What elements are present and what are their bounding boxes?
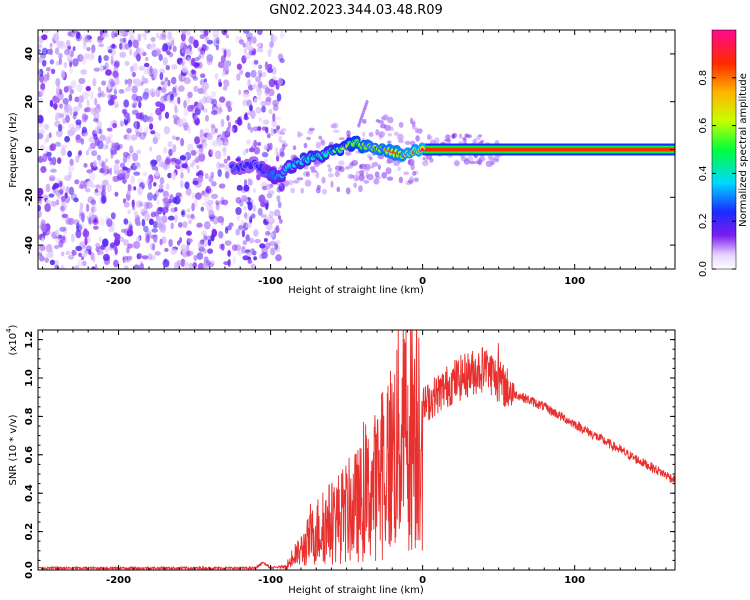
spectrogram-x-axis: -200 -100 0 100 (42, 30, 667, 287)
colorbar-ticks: 0.0 0.2 0.4 0.6 0.8 (698, 70, 736, 277)
snr-y-tick-label: 1.0 (24, 369, 35, 387)
snr-x-tick-label: 0 (419, 575, 426, 586)
spectrogram-y-tick-label: 40 (24, 47, 35, 61)
colorbar-tick-label: 0.8 (698, 70, 709, 86)
spectrogram-y-axis: -40 -20 0 20 40 (24, 47, 675, 254)
spectrogram-x-tick-label: 0 (419, 276, 426, 287)
snr-y-tick-label: 0.8 (24, 408, 35, 426)
spectrogram-y-tick-label: -40 (24, 236, 35, 254)
spectrogram-x-label: Height of straight line (km) (288, 285, 424, 296)
spectrogram-y-tick-label: -20 (24, 188, 35, 206)
spectrogram-y-label: Frequency (Hz) (8, 112, 19, 188)
snr-line (38, 330, 675, 570)
snr-x-tick-label: -100 (258, 575, 283, 586)
colorbar-tick-label: 0.4 (698, 165, 709, 181)
snr-y-tick-label: 1.2 (24, 331, 35, 349)
spectrogram-x-tick-label: -200 (106, 276, 131, 287)
svg-text:(x104): (x104) (5, 324, 19, 355)
snr-y-scale-exp: 4 (5, 328, 13, 333)
snr-x-tick-label: 100 (564, 575, 585, 586)
snr-y-tick-label: 0.4 (24, 484, 35, 502)
snr-y-scale: (x104) (5, 324, 19, 355)
figure-title: GN02.2023.344.03.48.R09 (269, 3, 443, 18)
snr-x-tick-label: -200 (106, 575, 131, 586)
snr-x-label: Height of straight line (km) (288, 585, 424, 596)
snr-y-tick-label: 0.0 (24, 561, 35, 579)
colorbar-tick-label: 0.2 (698, 213, 709, 229)
snr-y-label: SNR (10 * v/v) (8, 414, 19, 485)
colorbar-gradient (711, 29, 737, 270)
spectrogram-y-tick-label: 20 (24, 95, 35, 109)
colorbar: 0.0 0.2 0.4 0.6 0.8 Normalized spectral ampl… (698, 29, 749, 277)
snr-y-tick-label: 0.2 (24, 523, 35, 541)
snr-y-tick-label: 0.6 (24, 446, 35, 464)
signal-trace (228, 99, 675, 185)
spectrogram-x-tick-label: -100 (258, 276, 283, 287)
colorbar-tick-label: 0.6 (698, 118, 709, 134)
snr-plot-area (38, 330, 675, 570)
spectrogram-y-tick-label: 0 (24, 146, 35, 153)
snr-x-axis: -200 -100 0 100 (42, 330, 667, 586)
noise-speckle (38, 30, 286, 269)
snr-y-scale-close: ) (8, 324, 19, 328)
spectrogram-x-tick-label: 100 (564, 276, 585, 287)
snr-frame (37, 329, 676, 571)
snr-panel: -200 -100 0 100 0.0 0.2 0.4 0.6 0.8 1.0 1.2 Heigh… (5, 324, 676, 596)
snr-y-axis: 0.0 0.2 0.4 0.6 0.8 1.0 1.2 (24, 331, 675, 579)
colorbar-tick-label: 0.0 (698, 261, 709, 277)
colorbar-label: Normalized spectral amplitude (738, 73, 749, 227)
spectrogram-plot-area (38, 30, 675, 269)
carrier-band-core (422, 147, 675, 152)
snr-y-scale-text: (x10 (8, 333, 19, 356)
